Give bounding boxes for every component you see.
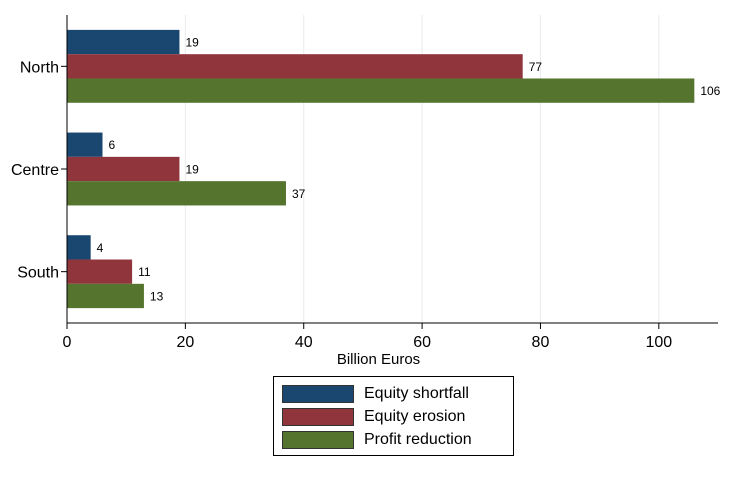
data-label: 19 xyxy=(185,36,199,50)
category-label-centre: Centre xyxy=(11,162,59,179)
bar-profit-reduction-south xyxy=(67,283,144,309)
legend-item: Equity erosion xyxy=(282,407,465,427)
category-label-south: South xyxy=(17,265,59,282)
data-label: 11 xyxy=(138,265,151,279)
legend: Equity shortfall Equity erosion Profit red… xyxy=(273,376,514,456)
x-tick-label: 40 xyxy=(295,334,313,351)
x-tick-label: 100 xyxy=(645,334,672,351)
data-label: 4 xyxy=(97,241,104,255)
legend-label: Equity shortfall xyxy=(364,385,469,402)
data-labels: 19 77 106 6 19 37 4 11 13 xyxy=(97,36,721,304)
data-label: 106 xyxy=(700,84,720,98)
legend-swatch xyxy=(282,431,354,449)
bars xyxy=(67,29,695,309)
bar-equity-erosion-south xyxy=(67,259,133,284)
legend-swatch xyxy=(282,408,354,426)
x-tick-label: 20 xyxy=(176,334,194,351)
x-ticks: 0 20 40 60 80 100 xyxy=(63,323,672,351)
x-tick-label: 80 xyxy=(532,334,550,351)
x-tick-label: 0 xyxy=(63,334,72,351)
data-label: 6 xyxy=(109,138,116,152)
legend-label: Profit reduction xyxy=(364,431,472,448)
bar-equity-erosion-north xyxy=(67,54,523,79)
x-axis-label: Billion Euros xyxy=(337,351,420,368)
category-label-north: North xyxy=(20,59,59,76)
bar-profit-reduction-centre xyxy=(67,181,286,206)
bar-profit-reduction-north xyxy=(67,78,695,103)
x-tick-label: 60 xyxy=(413,334,431,351)
bar-equity-erosion-centre xyxy=(67,156,180,182)
legend-item: Equity shortfall xyxy=(282,384,469,404)
data-label: 77 xyxy=(529,60,543,74)
data-label: 37 xyxy=(292,187,306,201)
bar-equity-shortfall-north xyxy=(67,29,180,55)
legend-swatch xyxy=(282,385,354,403)
legend-item: Profit reduction xyxy=(282,430,472,450)
legend-label: Equity erosion xyxy=(364,408,466,425)
data-label: 13 xyxy=(150,289,164,303)
bar-equity-shortfall-south xyxy=(67,235,91,260)
y-ticks: North Centre South xyxy=(11,59,67,282)
bar-equity-shortfall-centre xyxy=(67,132,103,157)
data-label: 19 xyxy=(185,163,199,177)
